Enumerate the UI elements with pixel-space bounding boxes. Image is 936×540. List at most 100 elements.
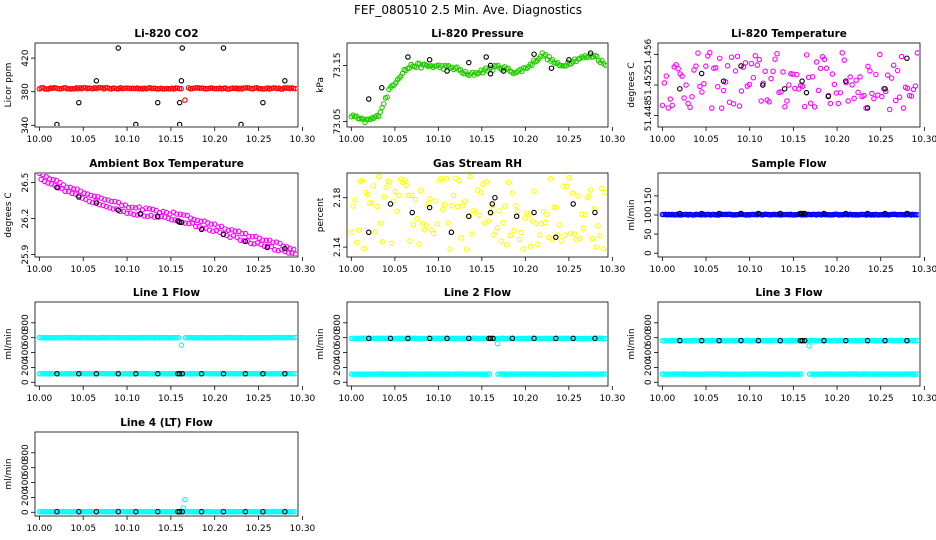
data-point (241, 85, 247, 91)
data-point (151, 214, 158, 220)
x-tick-label: 10.30 (911, 265, 936, 275)
data-point (818, 371, 825, 377)
data-point (80, 85, 87, 91)
data-point (516, 236, 523, 243)
data-point (263, 334, 269, 341)
x-tick-label: 10.10 (737, 394, 763, 404)
data-point (810, 371, 816, 377)
data-point (69, 370, 75, 377)
data-point (46, 176, 53, 182)
data-point (95, 84, 102, 91)
data-point (857, 74, 863, 80)
data-point (369, 371, 375, 377)
data-point (386, 371, 392, 377)
y-tick-label: 800 (21, 444, 31, 461)
data-point (270, 239, 276, 245)
data-point (175, 334, 182, 341)
data-point (246, 233, 252, 240)
chart-line3: Line 3 Flow 10.00 10.05 10.10 10.15 10.20 10.2… (627, 287, 936, 404)
data-point (163, 371, 170, 377)
data-point (133, 121, 139, 126)
data-point (695, 50, 701, 56)
data-point (517, 335, 523, 342)
data-point (408, 335, 414, 341)
data-point (882, 86, 888, 92)
data-point (689, 93, 695, 100)
data-point (69, 190, 75, 197)
data-point (205, 220, 211, 226)
data-point (115, 370, 122, 377)
series-calibration (54, 45, 288, 126)
series-measured (348, 50, 607, 126)
y-tick-label: 0 (644, 250, 654, 256)
data-point (544, 211, 550, 218)
data-point (158, 334, 165, 341)
data-point (89, 334, 96, 341)
data-point (533, 220, 539, 227)
data-point (573, 236, 579, 243)
data-point (472, 209, 479, 216)
chart-box_temp: Ambient Box Temperature 10.00 10.05 10.10 10… (4, 158, 316, 275)
data-point (110, 85, 116, 91)
data-point (547, 175, 554, 182)
data-point (577, 371, 583, 377)
data-point (548, 65, 555, 71)
data-point (270, 85, 277, 91)
data-point (843, 210, 849, 217)
data-point (50, 370, 56, 377)
data-point (772, 56, 778, 62)
data-point (390, 198, 397, 204)
data-point (220, 508, 227, 515)
data-point (777, 337, 784, 344)
data-point (401, 335, 407, 342)
data-point (685, 371, 691, 377)
data-point (208, 221, 214, 227)
data-point (780, 69, 786, 75)
data-point (587, 371, 593, 377)
y-tick-label: 600 (333, 329, 343, 346)
data-point (253, 371, 259, 377)
data-point (716, 337, 722, 344)
data-point (434, 221, 440, 227)
x-tick-label: 10.20 (512, 265, 538, 275)
data-point (500, 219, 506, 226)
data-point (890, 62, 897, 69)
data-point (720, 87, 727, 94)
data-point (487, 335, 494, 342)
data-point (215, 224, 221, 230)
data-point (101, 196, 108, 203)
data-point (456, 371, 462, 377)
x-tick-label: 10.15 (158, 265, 184, 275)
y-tick-label: 2.14 (333, 237, 343, 257)
data-point (665, 105, 672, 111)
data-point (435, 371, 442, 377)
data-point (136, 334, 142, 341)
data-point (354, 239, 360, 246)
data-point (667, 96, 674, 102)
data-point (602, 62, 607, 68)
data-point (379, 85, 385, 91)
data-point (906, 337, 912, 344)
data-point (869, 90, 875, 97)
data-point (570, 335, 576, 342)
data-point (481, 371, 488, 377)
data-point (873, 338, 880, 344)
data-point (117, 371, 123, 377)
x-tick-label: 10.00 (649, 394, 675, 404)
data-point (837, 89, 844, 96)
data-point (270, 370, 276, 377)
data-point (265, 334, 271, 341)
data-point (714, 338, 720, 344)
data-point (377, 220, 384, 227)
data-point (182, 97, 188, 103)
data-point (415, 335, 421, 342)
data-point (372, 228, 378, 235)
data-point (405, 192, 411, 199)
data-point (408, 371, 414, 377)
data-point (489, 201, 496, 207)
data-point (239, 231, 245, 237)
data-point (220, 231, 227, 237)
data-point (282, 508, 288, 515)
y-tick-label: 200 (644, 359, 654, 376)
data-point (232, 228, 238, 234)
